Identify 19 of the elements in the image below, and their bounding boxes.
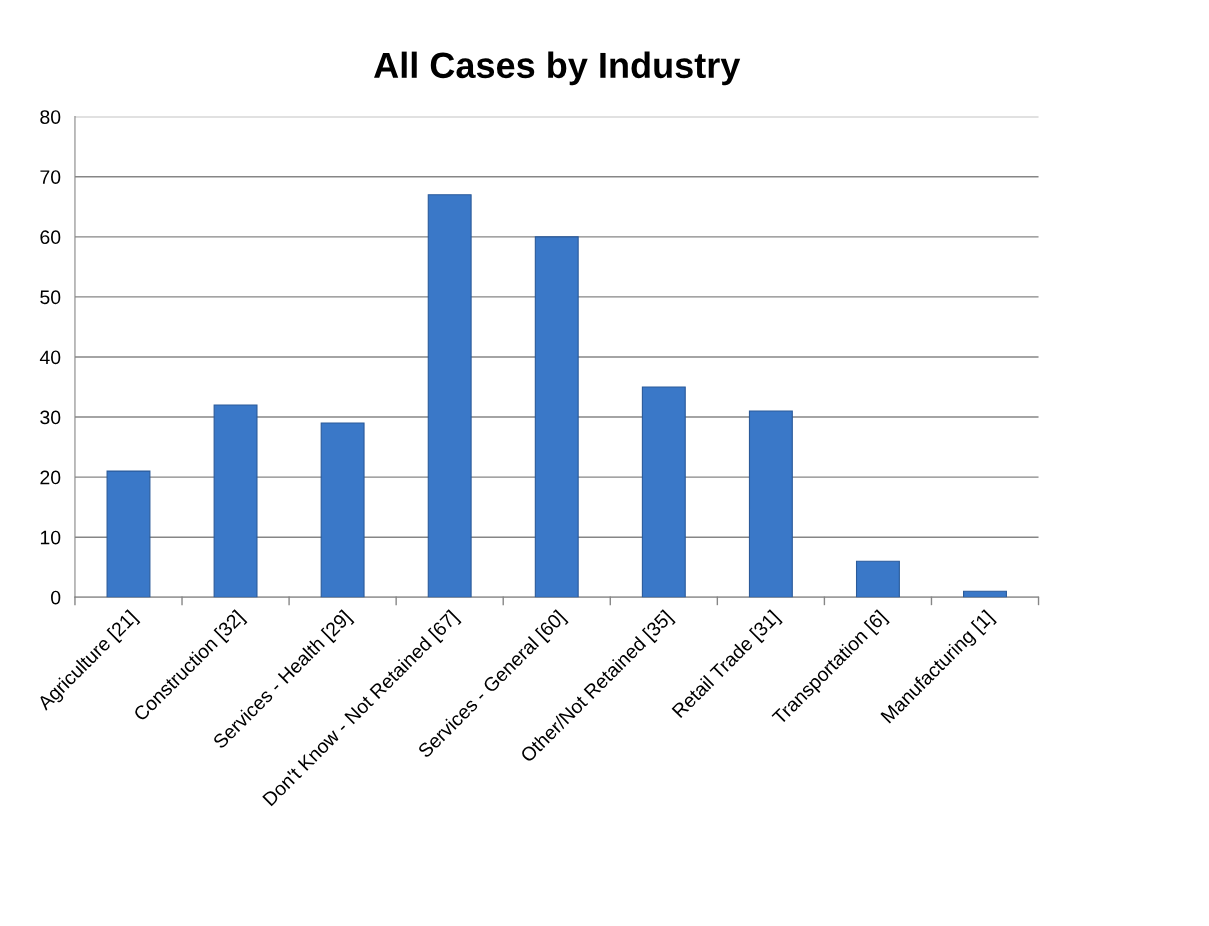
y-tick-label: 20 [40,470,61,485]
y-tick-label: 0 [51,590,61,605]
bar [106,470,151,598]
y-tick-label: 60 [40,230,61,245]
chart-title: All Cases by Industry [374,51,741,86]
bar [855,560,900,598]
y-tick-label: 50 [40,290,61,305]
bar [213,404,258,598]
bar [748,410,793,598]
bar [963,590,1007,598]
bar [641,386,686,598]
y-tick-label: 80 [40,110,61,124]
bar [320,422,365,598]
bar [534,236,579,598]
y-tick-label: 30 [40,410,61,425]
bar [427,194,472,598]
y-tick-label: 10 [40,530,61,545]
y-tick-label: 70 [40,170,61,184]
y-tick-label: 40 [39,350,61,365]
